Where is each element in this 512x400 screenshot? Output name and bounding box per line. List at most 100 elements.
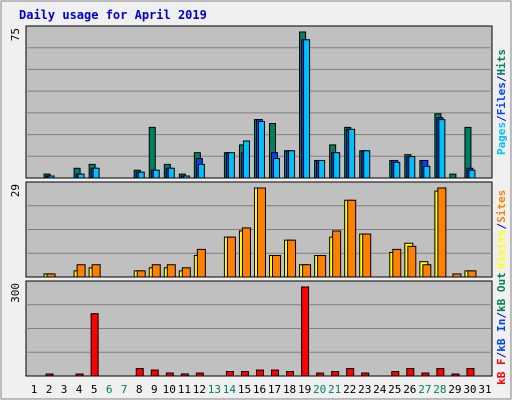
bar-pages [257,121,265,179]
legend-bottom: kB F/kB In/kB Out [495,272,508,385]
bar-sites [407,245,417,278]
x-tick-label: 5 [91,383,98,396]
x-tick-label: 30 [463,383,476,396]
x-tick-label: 16 [253,383,266,396]
bar-kb-f [451,373,460,377]
bar-kb-f [361,372,370,377]
x-tick-label: 29 [448,383,461,396]
y-tick-label: 300 [9,283,22,303]
x-tick-label: 15 [238,383,251,396]
bar-pages [393,161,401,179]
x-tick-label: 31 [478,383,491,396]
bar-pages [92,167,100,179]
y-tick-label: 29 [9,184,22,197]
bar-sites [452,273,462,278]
x-tick-label: 25 [388,383,401,396]
x-tick-label: 7 [121,383,128,396]
bar-sites [317,255,327,278]
x-tick-label: 22 [343,383,356,396]
bar-sites [287,239,297,278]
bar-kb-f [346,368,355,377]
bar-sites [151,264,161,278]
x-tick-label: 10 [163,383,176,396]
bar-pages [242,140,250,179]
x-tick-label: 28 [433,383,446,396]
bar-kb-f [150,369,159,377]
x-tick-label: 26 [403,383,416,396]
bar-kb-f [135,368,144,377]
x-tick-label: 11 [178,383,191,396]
bar-pages [167,167,175,179]
x-tick-label: 14 [223,383,237,396]
x-tick-label: 23 [358,383,371,396]
x-tick-label: 1 [31,383,38,396]
x-tick-label: 8 [136,383,143,396]
x-tick-label: 18 [283,383,296,396]
bar-pages [182,175,190,179]
x-tick-label: 6 [106,383,113,396]
bar-pages [152,169,160,179]
x-tick-label: 4 [76,383,83,396]
y-tick-label: 75 [9,28,22,41]
panel-middle: 29 Visits/Sites [9,181,508,278]
legend-entry: Visits [495,230,508,270]
bar-kb-f [195,372,204,377]
bar-sites [76,264,86,278]
bar-kb-f [255,369,264,377]
bar-pages [318,159,326,179]
bar-kb-f [225,371,234,377]
bar-kb-f [165,372,174,377]
bar-pages [438,119,446,179]
x-tick-label: 3 [61,383,68,396]
bar-kb-f [240,371,249,377]
bar-sites [422,264,432,278]
bar-sites [166,264,176,278]
legend-entry: / [495,115,508,122]
bar-sites [46,273,56,278]
bar-kb-f [391,371,400,377]
bar-kb-f [316,372,325,377]
panel-top: 75 Pages/Files/Hits [9,25,508,179]
bar-sites [256,187,266,278]
legend-middle: Visits/Sites [495,190,508,270]
bar-sites [467,270,477,278]
x-tick-label: 20 [313,383,326,396]
bar-pages [137,171,145,179]
legend-entry: / [495,312,508,319]
bar-kb-f [301,286,310,377]
bar-kb-f [180,373,189,377]
x-tick-label: 9 [151,383,158,396]
bar-sites [91,264,101,278]
bar-pages [227,152,235,179]
bar-sites [302,264,312,278]
bar-kb-f [406,368,415,377]
bar-pages [348,128,356,179]
legend-top: Pages/Files/Hits [495,49,508,155]
panel-bottom: 300 kB F/kB In/kB Out [9,272,508,385]
bar-sites [196,248,206,278]
bar-sites [362,233,372,278]
chart-title: Daily usage for April 2019 [19,8,207,22]
bar-kb-f [271,369,280,377]
bar-kb-f [75,373,84,377]
legend-entry: Sites [495,190,508,223]
bar-sites [181,267,191,278]
bar-hits [449,173,457,179]
bar-pages [363,150,371,179]
bar-pages [47,175,55,179]
x-tick-label: 2 [46,383,53,396]
bar-sites [136,270,146,278]
bar-sites [392,248,402,278]
x-tick-label: 21 [328,383,341,396]
x-tick-label: 13 [208,383,221,396]
x-tick-label: 12 [193,383,206,396]
bar-sites [241,227,251,278]
bar-pages [197,163,205,179]
legend-entry: / [495,351,508,358]
x-tick-label: 17 [268,383,281,396]
legend-entry: kB F [495,358,508,385]
bar-sites [437,187,447,278]
bar-kb-f [286,371,295,377]
legend-entry: Pages [495,122,508,155]
